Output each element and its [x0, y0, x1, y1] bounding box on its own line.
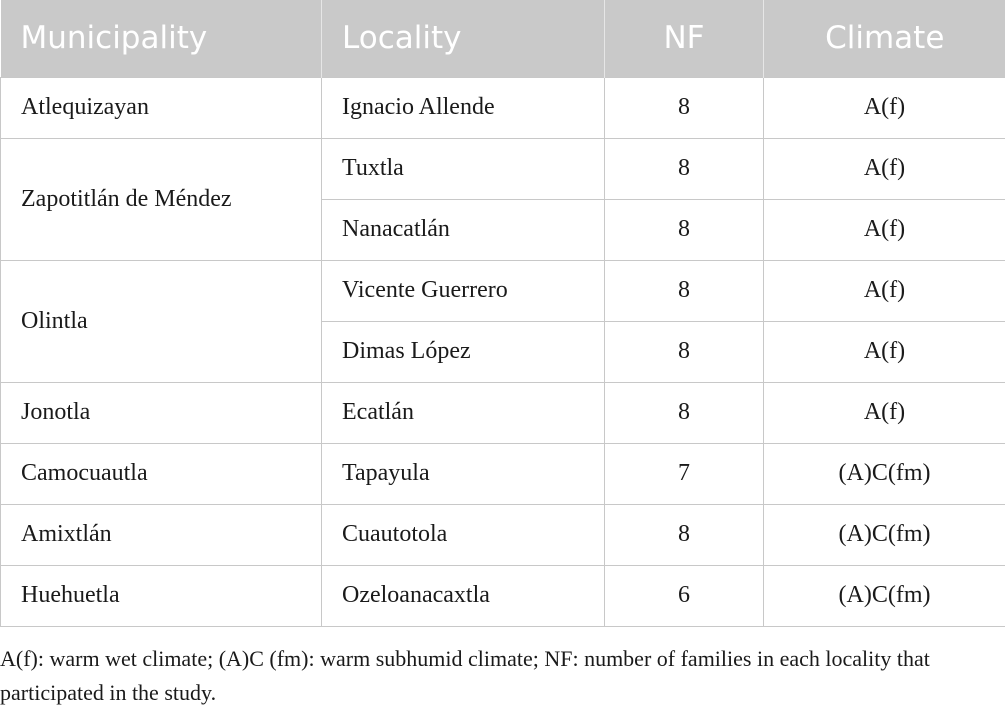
climate-cell: (A)C(fm)	[763, 442, 1005, 505]
header-cell: Climate	[763, 0, 1005, 77]
locality-cell: Dimas López	[321, 320, 605, 383]
nf-cell: 8	[604, 381, 764, 444]
data-table: Municipality Locality NF Climate Atlequi…	[0, 0, 1005, 627]
nf-cell: 7	[604, 442, 764, 505]
climate-cell: (A)C(fm)	[763, 503, 1005, 566]
table-row: Jonotla Ecatlán 8 A(f)	[0, 381, 1005, 444]
nf-cell: 8	[604, 320, 764, 383]
municipality-cell: Camocuautla	[0, 442, 322, 505]
nf-cell: 8	[604, 503, 764, 566]
locality-cell: Ozeloanacaxtla	[321, 564, 605, 627]
climate-cell: A(f)	[763, 381, 1005, 444]
climate-cell: A(f)	[763, 76, 1005, 139]
nf-cell: 8	[604, 137, 764, 200]
locality-cell: Tapayula	[321, 442, 605, 505]
municipality-cell: Jonotla	[0, 381, 322, 444]
municipality-cell: Olintla	[0, 259, 322, 383]
header-cell: Municipality	[0, 0, 322, 77]
table-row: Zapotitlán de Méndez Tuxtla 8 A(f)	[0, 137, 1005, 261]
municipality-cell: Amixtlán	[0, 503, 322, 566]
table-row: Atlequizayan Ignacio Allende 8 A(f)	[0, 76, 1005, 139]
locality-cell: Nanacatlán	[321, 198, 605, 261]
climate-cell: (A)C(fm)	[763, 564, 1005, 627]
header-row: Municipality Locality NF Climate	[0, 0, 1005, 77]
table-row: Nanacatlán 8 A(f)	[1, 198, 1005, 261]
header-cell: Locality	[321, 0, 605, 77]
nf-cell: 8	[604, 259, 764, 322]
locality-cell: Cuautotola	[321, 503, 605, 566]
table-row: Amixtlán Cuautotola 8 (A)C(fm)	[0, 503, 1005, 566]
nf-cell: 8	[604, 76, 764, 139]
nf-cell: 8	[604, 198, 764, 261]
footnote: A(f): warm wet climate; (A)C (fm): warm …	[0, 646, 930, 705]
locality-cell: Tuxtla	[321, 137, 605, 200]
climate-cell: A(f)	[763, 320, 1005, 383]
municipality-cell: Atlequizayan	[0, 76, 322, 139]
municipality-cell: Huehuetla	[0, 564, 322, 627]
locality-cell: Ignacio Allende	[321, 76, 605, 139]
municipality-cell: Zapotitlán de Méndez	[0, 137, 322, 261]
table-row: Olintla Vicente Guerrero 8 A(f)	[0, 259, 1005, 383]
header-cell: NF	[604, 0, 764, 77]
climate-cell: A(f)	[763, 137, 1005, 200]
climate-cell: A(f)	[763, 259, 1005, 322]
table-row: Camocuautla Tapayula 7 (A)C(fm)	[0, 442, 1005, 505]
locality-cell: Ecatlán	[321, 381, 605, 444]
nf-cell: 6	[604, 564, 764, 627]
climate-cell: A(f)	[763, 198, 1005, 261]
table-body: Atlequizayan Ignacio Allende 8 A(f) Zapotitl…	[0, 76, 1005, 627]
table-row: Dimas López 8 A(f)	[1, 320, 1005, 383]
locality-cell: Vicente Guerrero	[321, 259, 605, 322]
table-row: Huehuetla Ozeloanacaxtla 6 (A)C(fm)	[0, 564, 1005, 627]
